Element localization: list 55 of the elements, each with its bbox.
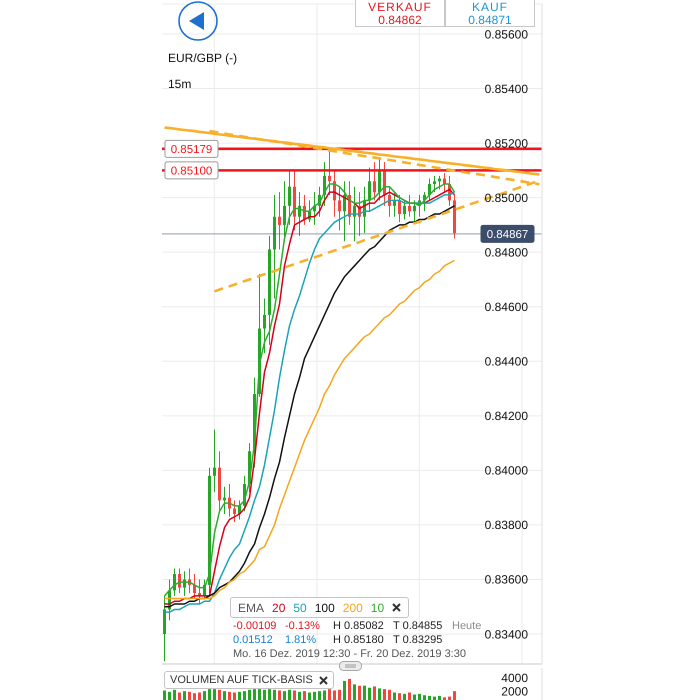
price-box: VERKAUF 0.84862 xyxy=(355,0,445,27)
y-tick-label: 0.84800 xyxy=(484,245,528,260)
y-tick-label: 4000 xyxy=(501,670,528,685)
price-box: KAUF 0.84871 xyxy=(445,0,535,27)
y-tick-label: 0.85600 xyxy=(484,27,528,42)
text: 200 xyxy=(342,600,363,614)
annotation: KAUF xyxy=(470,0,509,14)
candlestick xyxy=(408,194,411,218)
y-tick-label: 0.84400 xyxy=(484,354,528,369)
annotation: -0.13% xyxy=(285,620,320,633)
candlestick xyxy=(393,192,396,218)
y-tick-label: 0.83400 xyxy=(484,627,528,642)
legend-title: EMA xyxy=(238,600,264,614)
annotation: T 0.84855 xyxy=(393,620,442,633)
text: 20 xyxy=(272,600,286,614)
candlestick xyxy=(398,194,401,223)
text: 50 xyxy=(293,600,307,614)
annotation: T 0.83295 xyxy=(393,634,442,647)
annotation: 0.84862 xyxy=(377,13,423,27)
annotation: 0.01512 xyxy=(233,634,273,647)
candlestick xyxy=(263,298,266,354)
candlestick xyxy=(443,172,446,193)
annotation: Mo. 16 Dez. 2019 12:30 - Fr. 20 Dez. 2019 3:30 xyxy=(233,648,466,661)
ref-line-label: 0.85100 xyxy=(170,165,212,178)
y-tick-label: 0.83800 xyxy=(484,518,528,532)
candlestick xyxy=(338,186,341,231)
y-tick-label: 2000 xyxy=(501,684,528,698)
y-tick-label: 0.84000 xyxy=(484,464,528,478)
annotation: Heute xyxy=(452,620,482,633)
text: VOLUMEN AUF TICK-BASIS xyxy=(170,674,313,686)
candlestick xyxy=(413,200,416,223)
text: 15m xyxy=(168,77,192,91)
y-tick-label: 0.85200 xyxy=(484,136,528,150)
ref-line-label: 0.84867 xyxy=(486,228,528,241)
y-tick-label: 0.84600 xyxy=(484,300,528,314)
annotation: 1.81% xyxy=(285,634,316,647)
annotation: 0.84871 xyxy=(467,13,513,27)
y-tick-label: 0.83600 xyxy=(484,572,528,587)
candlestick xyxy=(373,162,376,201)
ref-line-label: 0.85179 xyxy=(170,144,212,156)
y-tick-label: 0.84200 xyxy=(484,409,528,424)
candlestick xyxy=(213,428,216,493)
candlestick xyxy=(233,500,236,523)
candlestick xyxy=(223,486,226,514)
y-tick-label: 0.85000 xyxy=(484,190,528,205)
annotation: VERKAUF xyxy=(367,0,433,14)
annotation: H 0.85180 xyxy=(333,634,384,647)
candlestick xyxy=(278,192,281,250)
annotation: H 0.85082 xyxy=(333,620,384,633)
annotation: -0.00109 xyxy=(233,620,276,633)
candlestick xyxy=(403,200,406,220)
text: 10 xyxy=(370,600,384,614)
text: EUR/GBP (-) xyxy=(168,51,238,65)
text: 100 xyxy=(314,600,335,614)
y-tick-label: 0.85400 xyxy=(484,82,528,96)
